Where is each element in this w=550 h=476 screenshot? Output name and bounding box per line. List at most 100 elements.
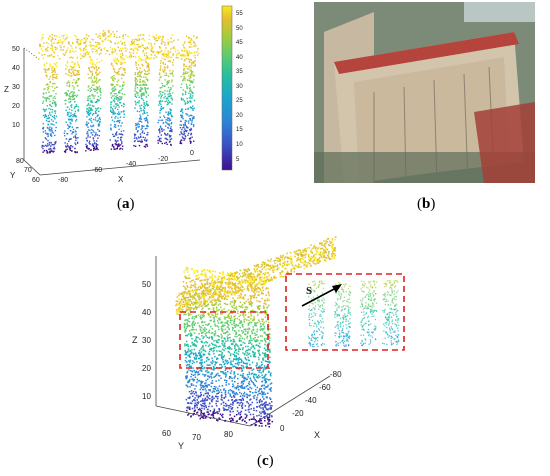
point [253,296,256,299]
point [262,328,264,330]
point [191,317,193,320]
point [100,49,102,52]
point [247,331,249,333]
point [261,400,263,402]
point [195,357,198,359]
panel-b-building-photo [314,2,535,183]
point [259,388,261,391]
point [234,387,236,389]
point [93,81,95,83]
point [130,53,132,55]
point [197,286,200,288]
point [171,41,173,43]
point [87,109,90,112]
point [75,143,77,146]
point [46,76,48,78]
point [219,345,221,347]
point [229,321,232,324]
point [219,363,221,366]
point [192,316,194,318]
point [252,296,255,299]
point [187,54,189,57]
point [250,424,253,426]
point [42,37,44,39]
point [223,293,225,296]
point [52,90,55,92]
point [250,387,253,390]
point [147,125,149,128]
point [259,411,261,413]
point [202,331,204,334]
point [196,355,198,357]
point [235,323,237,326]
point [168,124,170,127]
point [190,415,192,417]
point [55,115,58,118]
point [252,375,255,378]
point [52,102,54,104]
point [185,375,188,377]
building-illustration [314,2,535,183]
point [115,142,118,144]
point [184,103,186,105]
point [246,396,248,398]
point [218,379,220,381]
point [48,69,50,71]
point [209,417,212,419]
point [250,318,252,320]
point [332,249,335,251]
point [111,76,113,78]
point [171,92,174,94]
point [175,56,177,59]
point [256,386,259,389]
point [229,303,232,305]
point [110,63,113,66]
point [145,144,147,146]
point [206,364,209,366]
point [145,87,147,90]
point [190,114,192,116]
point [204,275,206,277]
point [88,44,91,46]
point [87,136,89,138]
point [157,52,159,55]
point [221,330,224,332]
point [45,149,48,152]
point [172,53,174,55]
point [54,105,57,107]
point [251,332,254,335]
point [143,94,145,96]
point [225,322,228,324]
point [227,282,229,284]
point [123,74,125,76]
point [160,42,163,44]
point [245,393,247,396]
point [207,393,210,395]
point [186,323,188,325]
point [189,386,191,388]
point [210,377,213,379]
point [214,290,216,292]
point [207,308,210,310]
point [284,263,286,266]
point [206,292,209,294]
point [222,324,224,326]
point [203,293,205,295]
point [200,411,202,413]
point [119,113,121,115]
point [267,349,270,351]
point [228,277,230,279]
point [214,280,216,282]
point [184,288,187,290]
point [134,107,136,109]
point [284,267,286,270]
point [212,413,214,415]
point [159,87,161,89]
point [328,258,331,261]
point [85,40,87,43]
point [147,94,149,96]
point [202,386,204,388]
point [43,53,46,56]
point [48,107,50,110]
point [202,402,204,405]
